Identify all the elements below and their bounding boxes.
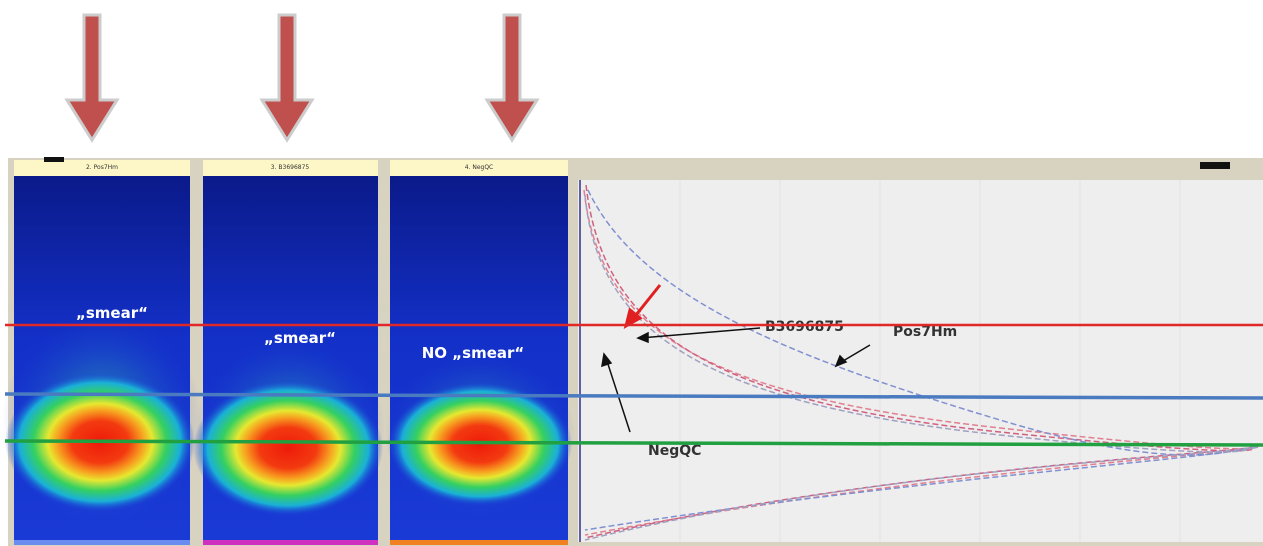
arrow bbox=[67, 15, 537, 140]
lane: 2. Pos7Hm „smear“ bbox=[2, 157, 202, 545]
lane-label: „smear“ bbox=[76, 304, 148, 322]
lane-header: 4. NegQC bbox=[465, 164, 494, 171]
annotation: B3696875 bbox=[765, 319, 844, 335]
lane: 3. B3696875 „smear“ bbox=[193, 160, 385, 545]
lane-label: NO „smear“ bbox=[422, 344, 525, 362]
figure: 2. Pos7Hm „smear“ 3. B3696875 „smear“ 4.… bbox=[0, 0, 1263, 546]
lane-header: 3. B3696875 bbox=[271, 164, 310, 171]
lane: 4. NegQC NO „smear“ bbox=[385, 160, 575, 545]
lane-label: „smear“ bbox=[264, 329, 336, 347]
lane-header: 2. Pos7Hm bbox=[86, 164, 118, 171]
annotation: NegQC bbox=[648, 443, 701, 459]
plot-panel: B3696875 Pos7Hm NegQC bbox=[578, 160, 1263, 542]
annotation: Pos7Hm bbox=[893, 324, 957, 340]
